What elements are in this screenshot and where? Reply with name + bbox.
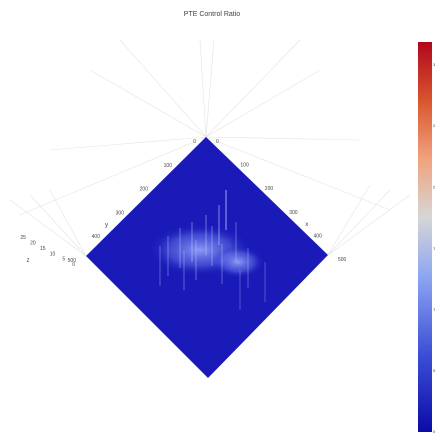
grid-line <box>199 39 207 138</box>
colorbar-tick-label: 2 <box>433 184 436 189</box>
grid-line <box>29 194 87 257</box>
surface-mound <box>212 246 264 278</box>
grid-line <box>19 136 207 216</box>
colorbar-tick-label: 0 <box>433 429 436 434</box>
colorbar-tick-label: 5 <box>433 368 436 373</box>
grid-line <box>327 184 371 256</box>
y-tick-label: 500 <box>68 258 77 264</box>
y-tick-label: 400 <box>92 234 101 240</box>
grid-line <box>205 136 361 141</box>
x-tick-label: 100 <box>240 163 249 169</box>
z-tick-label: 0 <box>72 262 75 268</box>
z-tick-label: 15 <box>40 246 46 252</box>
grid-line <box>49 136 207 151</box>
grid-line <box>9 199 87 257</box>
y-axis-label: y <box>105 222 108 228</box>
surface-feature <box>148 190 266 310</box>
grid-line <box>205 69 321 138</box>
y-tick-label: 200 <box>140 187 149 193</box>
grid-line <box>205 136 391 211</box>
colorbar-tick-label: 2 <box>433 123 436 128</box>
colorbar-tick-label: 1 <box>433 246 436 251</box>
x-tick-label: 0 <box>216 139 219 145</box>
grid-line <box>89 69 207 138</box>
x-tick-label: 500 <box>338 257 347 263</box>
colorbar-tick-label: 3 <box>433 62 436 67</box>
scene-grid <box>9 39 411 257</box>
z-tick-label: 5 <box>62 257 65 263</box>
x-tick-label: 200 <box>265 186 274 192</box>
x-tick-label: 400 <box>314 233 323 239</box>
grid-line <box>327 189 391 256</box>
grid-line <box>205 39 215 138</box>
z-tick-label: 10 <box>50 251 56 257</box>
grid-line <box>119 39 207 138</box>
y-tick-label: 100 <box>164 163 173 169</box>
x-tick-label: 300 <box>289 210 298 216</box>
z-tick-label: 25 <box>20 235 26 241</box>
y-tick-label: 300 <box>116 210 125 216</box>
colorbar <box>418 42 432 432</box>
grid-line <box>327 194 411 256</box>
x-axis-label: x <box>305 222 308 228</box>
y-tick-label: 0 <box>193 139 196 145</box>
chart-title: PTE Control Ratio <box>184 11 241 18</box>
grid-line <box>205 39 301 138</box>
z-tick-label: 20 <box>30 241 36 247</box>
colorbar-tick-label: 1 <box>433 307 436 312</box>
z-axis-label: z <box>27 258 30 264</box>
grid-line <box>49 189 87 257</box>
